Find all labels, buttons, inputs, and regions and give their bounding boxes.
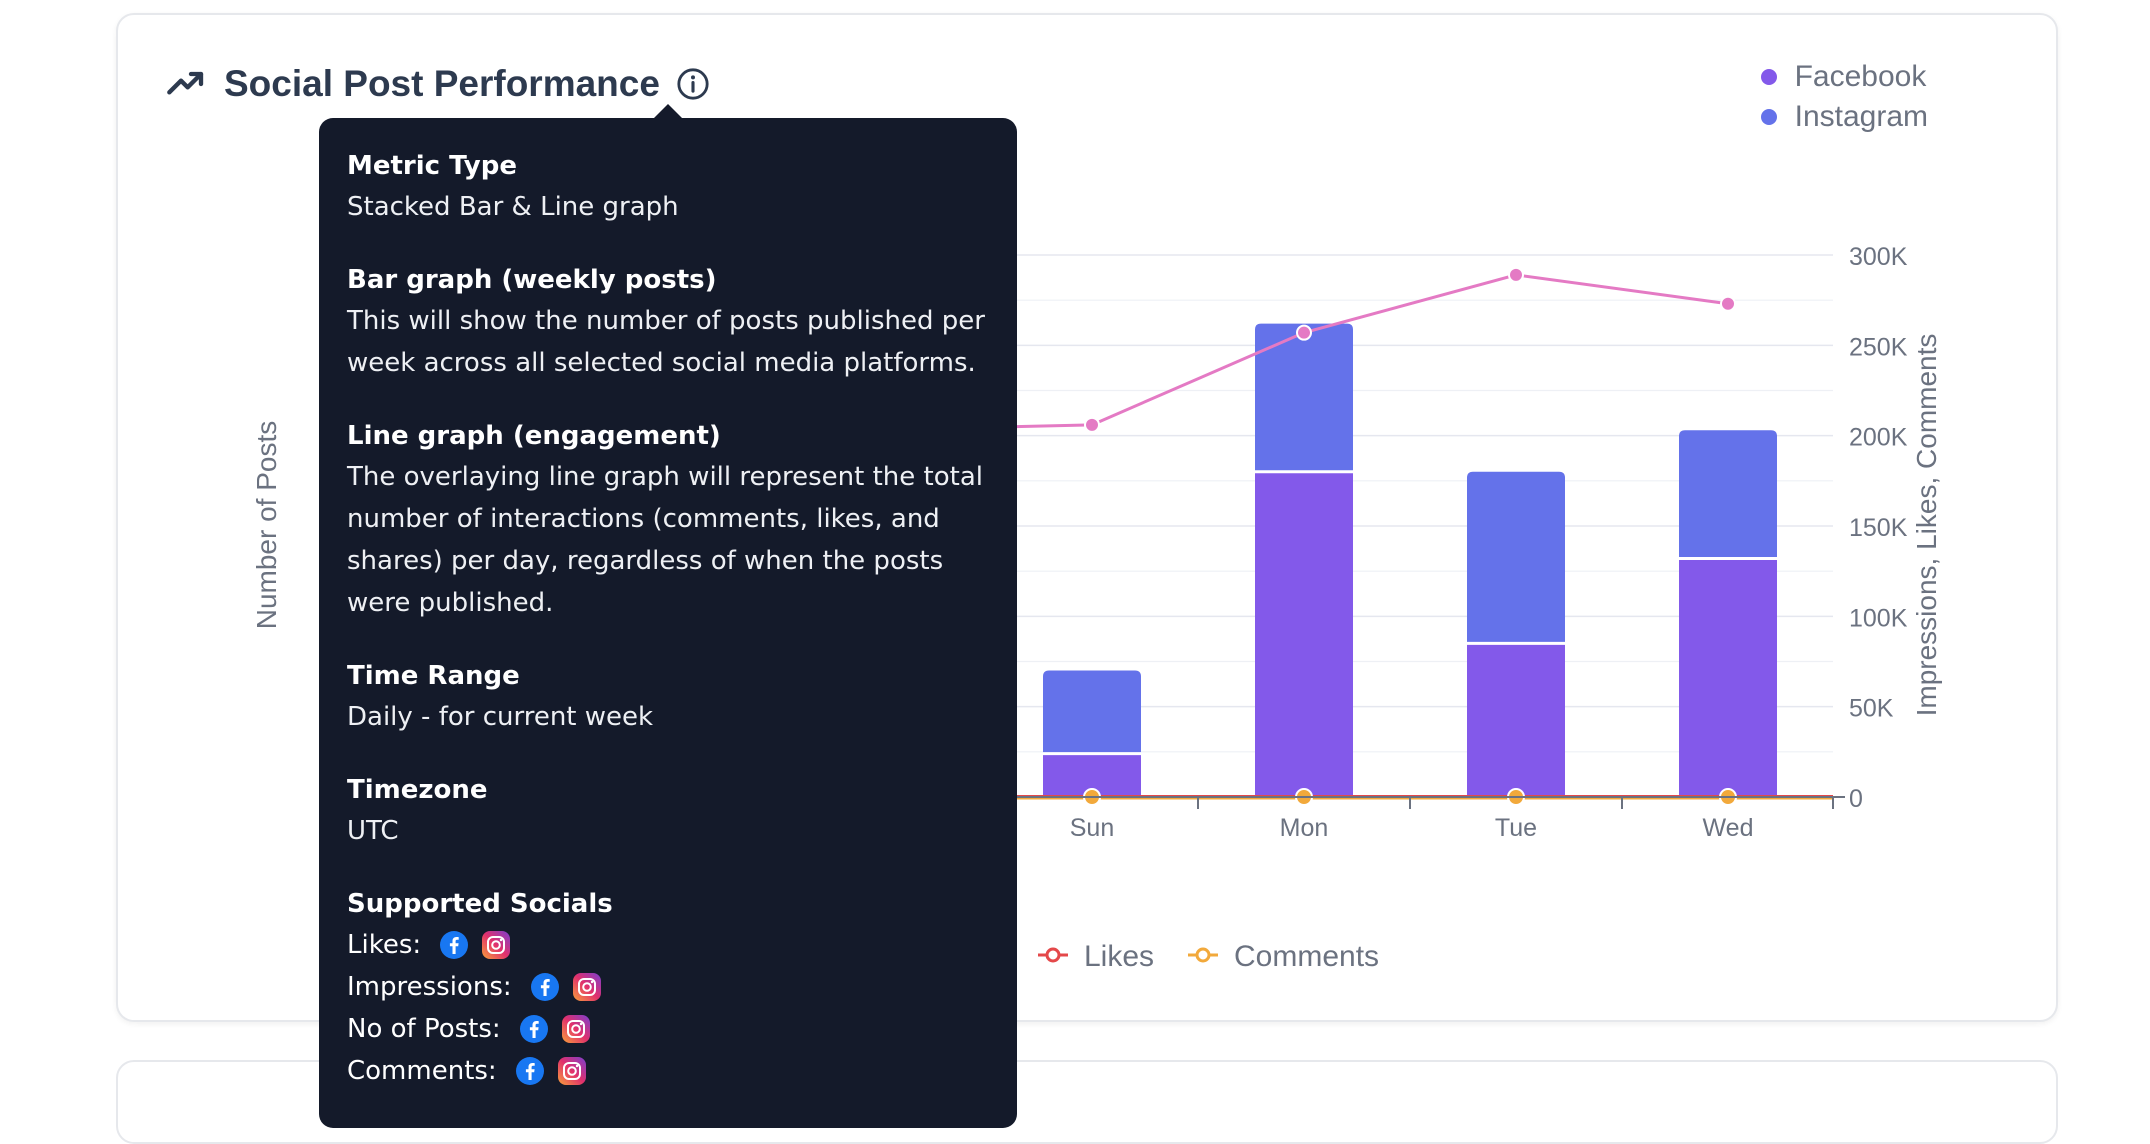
tooltip-section-time-range: Time Range Daily - for current week xyxy=(347,656,989,738)
section-body: The overlaying line graph will represent… xyxy=(347,462,983,618)
section-heading: Metric Type xyxy=(347,151,517,181)
chart-area: 0 50K 100K 150K 200K 250K 300K Sun Mon Tue Wed Num… xyxy=(251,243,1942,973)
social-row-impressions: Impressions: xyxy=(347,966,989,1008)
page-title: Social Post Performance xyxy=(224,63,660,104)
x-tick-label: Tue xyxy=(1495,814,1537,842)
y2-tick-label: 300K xyxy=(1849,243,1908,271)
facebook-dot xyxy=(1760,69,1777,85)
social-row-likes: Likes: xyxy=(347,924,989,966)
y-axis-label-left: Number of Posts xyxy=(251,421,282,630)
bars xyxy=(1043,323,1777,797)
bar-instagram xyxy=(1043,670,1141,754)
tooltip-section-supported-socials: Supported Socials Likes: Impressions: No… xyxy=(347,884,989,1092)
legend-item-comments[interactable]: Comments xyxy=(1188,940,1379,973)
platform-legend: Facebook Instagram xyxy=(1760,57,1928,137)
social-row-comments: Comments: xyxy=(347,1050,989,1092)
legend-item-facebook[interactable]: Facebook xyxy=(1760,57,1928,97)
bar-facebook xyxy=(1679,558,1777,797)
tooltip-section-timezone: Timezone UTC xyxy=(347,770,989,852)
y-axis-label-right: Impressions, Likes, Comments xyxy=(1911,334,1942,717)
tooltip-section-line-graph: Line graph (engagement) The overlaying l… xyxy=(347,416,989,624)
legend-item-instagram[interactable]: Instagram xyxy=(1760,97,1928,137)
section-body: UTC xyxy=(347,816,399,846)
y2-tick-label: 100K xyxy=(1849,604,1908,632)
x-tick-label: Sun xyxy=(1070,814,1114,842)
legend-label: Comments xyxy=(1234,940,1379,973)
bar-facebook xyxy=(1255,471,1353,797)
y2-tick-label: 0 xyxy=(1849,785,1863,813)
instagram-icon xyxy=(482,931,511,959)
x-tick-label: Mon xyxy=(1280,814,1329,842)
bar-instagram xyxy=(1255,323,1353,472)
impressions-point xyxy=(1084,416,1100,433)
info-icon[interactable] xyxy=(676,67,710,101)
section-heading: Line graph (engagement) xyxy=(347,421,721,451)
legend-item-likes[interactable]: Likes xyxy=(1038,940,1154,973)
social-row-posts: No of Posts: xyxy=(347,1008,989,1050)
trending-up-icon xyxy=(167,71,204,95)
social-row-label: Impressions: xyxy=(347,972,512,1002)
social-row-label: Likes: xyxy=(347,930,422,960)
bar-instagram xyxy=(1679,430,1777,559)
section-body: Daily - for current week xyxy=(347,702,654,732)
bar-instagram xyxy=(1467,471,1565,644)
impressions-point xyxy=(1508,266,1524,283)
section-body: Stacked Bar & Line graph xyxy=(347,192,679,222)
instagram-dot xyxy=(1760,109,1777,125)
y2-tick-label: 50K xyxy=(1849,695,1894,723)
tooltip-section-bar-graph: Bar graph (weekly posts) This will show … xyxy=(347,260,989,384)
tooltip-arrow xyxy=(654,104,682,118)
facebook-icon xyxy=(530,973,559,1001)
bottom-legend: Likes Comments xyxy=(1038,940,1379,973)
y2-tick-label: 200K xyxy=(1849,424,1908,452)
tooltip-section-metric-type: Metric Type Stacked Bar & Line graph xyxy=(347,146,989,228)
legend-label: Instagram xyxy=(1794,100,1928,133)
instagram-icon xyxy=(557,1057,586,1085)
y2-tick-label: 250K xyxy=(1849,333,1908,361)
axes: 0 50K 100K 150K 200K 250K 300K Sun Mon Tue Wed xyxy=(940,243,1908,842)
comments-marker-swatch xyxy=(1195,947,1211,963)
social-row-label: No of Posts: xyxy=(347,1014,501,1044)
facebook-icon xyxy=(515,1057,544,1085)
legend-label: Likes xyxy=(1084,940,1154,973)
section-heading: Time Range xyxy=(347,661,520,691)
impressions-point xyxy=(1296,324,1312,341)
section-heading: Supported Socials xyxy=(347,889,613,919)
card-header: Social Post Performance xyxy=(166,63,710,105)
facebook-icon xyxy=(519,1015,548,1043)
instagram-icon xyxy=(561,1015,590,1043)
legend-label: Facebook xyxy=(1794,60,1927,93)
impressions-point xyxy=(1720,295,1736,312)
x-tick-label: Wed xyxy=(1703,814,1754,842)
y2-tick-label: 150K xyxy=(1849,514,1908,542)
facebook-icon xyxy=(440,931,469,959)
social-row-label: Comments: xyxy=(347,1056,497,1086)
likes-marker-swatch xyxy=(1045,947,1061,963)
instagram-icon xyxy=(572,973,601,1001)
section-heading: Bar graph (weekly posts) xyxy=(347,265,717,295)
bar-facebook xyxy=(1467,643,1565,797)
section-heading: Timezone xyxy=(347,775,488,805)
section-body: This will show the number of posts publi… xyxy=(347,306,985,378)
chart-info-tooltip: Metric Type Stacked Bar & Line graph Bar… xyxy=(319,104,1017,1128)
